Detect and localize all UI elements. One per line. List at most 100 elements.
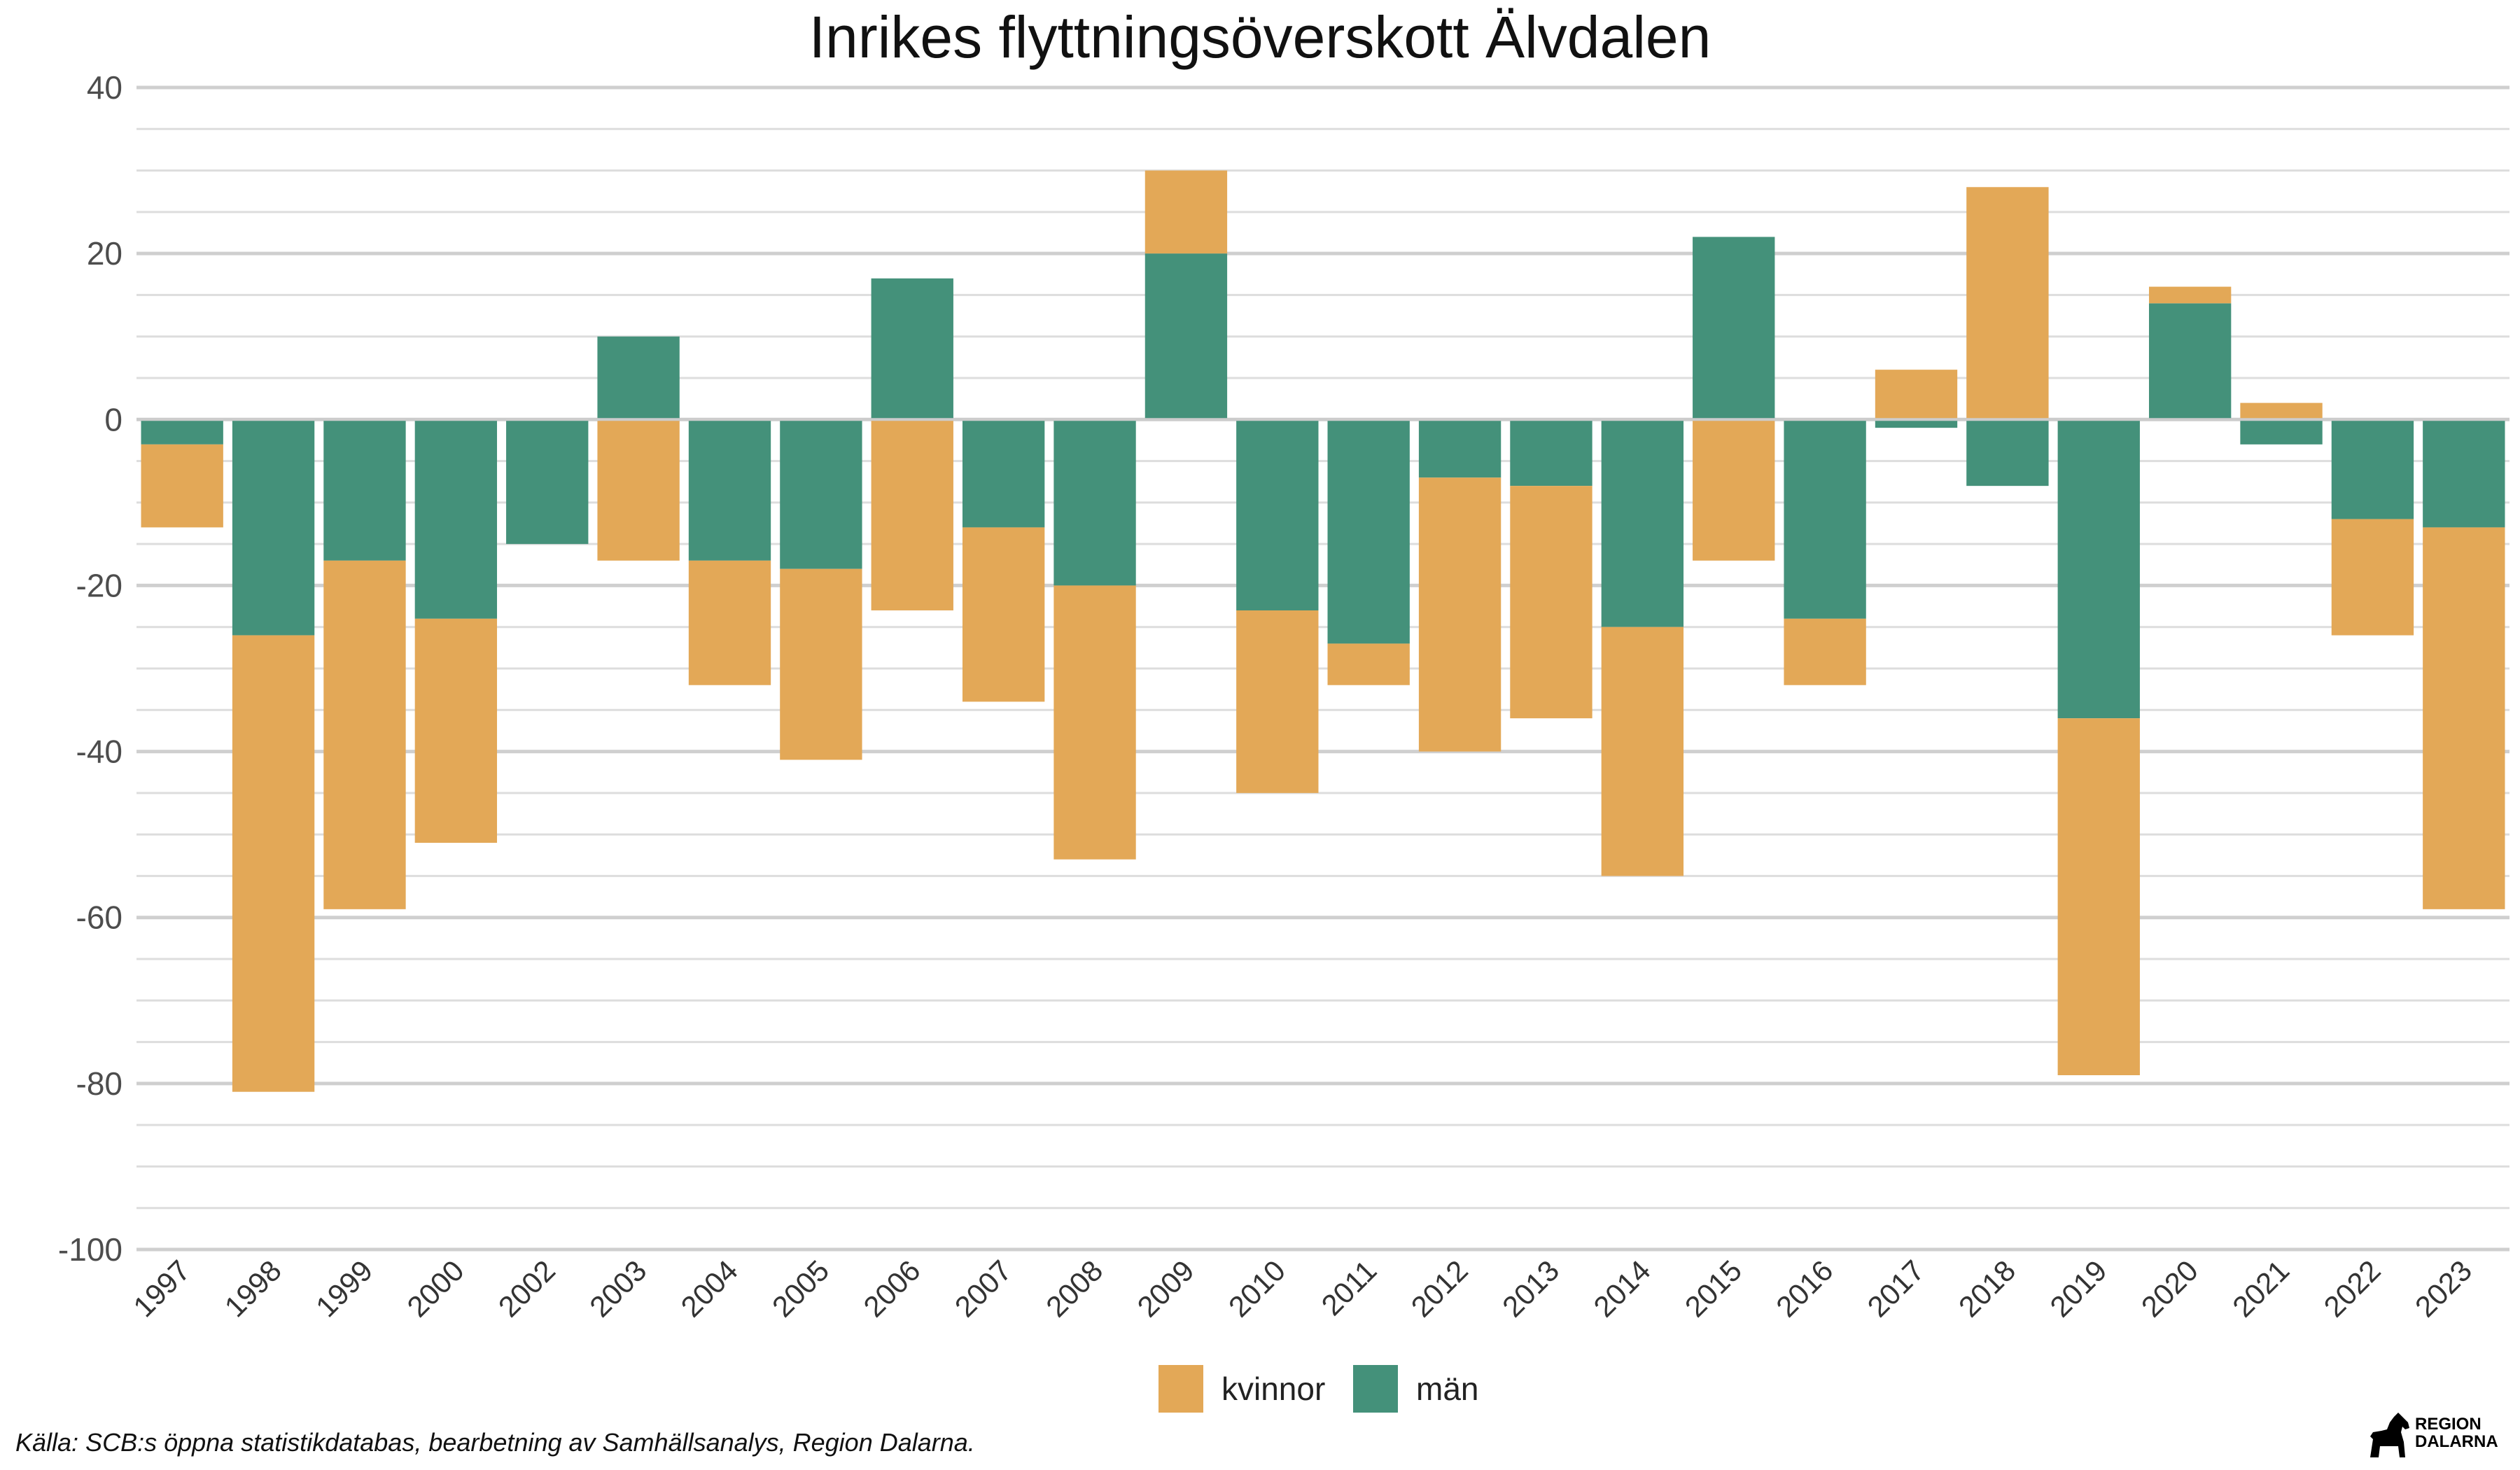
y-tick-label: -40	[76, 734, 122, 770]
bar-kvinnor-2022	[2331, 519, 2414, 636]
bar-kvinnor-2021	[2240, 402, 2323, 420]
x-tick-label: 2016	[1770, 1254, 1839, 1323]
bar-kvinnor-1997	[141, 444, 223, 528]
source-note: Källa: SCB:s öppna statistikdatabas, bea…	[15, 1428, 975, 1457]
logo-line2: DALARNA	[2415, 1432, 2498, 1451]
chart-title: Inrikes flyttningsöverskott Älvdalen	[809, 4, 1712, 70]
bar-kvinnor-2000	[414, 618, 498, 843]
x-tick-label: 2003	[583, 1254, 652, 1323]
x-tick-label: 2008	[1040, 1254, 1109, 1323]
bar-kvinnor-2013	[1510, 486, 1592, 719]
dala-horse-icon	[2370, 1413, 2409, 1457]
x-tick-label: 2005	[766, 1254, 835, 1323]
bar-man-2012	[1418, 419, 1502, 478]
y-tick-label: 20	[87, 235, 122, 272]
bar-man-1999	[323, 419, 406, 561]
bar-man-2022	[2331, 419, 2414, 519]
x-tick-label: 2007	[948, 1254, 1018, 1323]
bar-kvinnor-2010	[1236, 610, 1319, 793]
bar-kvinnor-2019	[2057, 718, 2140, 1075]
x-tick-label: 2021	[2226, 1254, 2295, 1323]
x-tick-label: 2017	[1861, 1254, 1931, 1323]
x-tick-label: 2022	[2317, 1254, 2386, 1323]
bar-man-2019	[2057, 419, 2140, 719]
x-tick-label: 2002	[492, 1254, 561, 1323]
bar-kvinnor-2014	[1601, 626, 1684, 876]
y-tick-label: -80	[76, 1065, 122, 1102]
bar-man-2018	[1966, 419, 2049, 486]
x-tick-label: 2015	[1679, 1254, 1748, 1323]
x-tick-label: 1998	[218, 1254, 288, 1323]
bar-kvinnor-2018	[1966, 187, 2049, 420]
bar-kvinnor-2011	[1327, 643, 1410, 685]
y-axis: 40 20 0 -20 -40 -60 -80 -100	[58, 69, 122, 1268]
bar-man-2023	[2423, 419, 2505, 528]
x-tick-label: 2011	[1315, 1254, 1382, 1322]
bar-kvinnor-2023	[2423, 527, 2505, 909]
bar-kvinnor-2012	[1418, 477, 1502, 752]
bar-kvinnor-2008	[1054, 585, 1136, 860]
legend-swatch-kvinnor	[1158, 1365, 1203, 1413]
x-tick-label: 2012	[1405, 1254, 1474, 1323]
x-tick-label: 2018	[1952, 1254, 2022, 1323]
x-tick-label: 2019	[2043, 1254, 2113, 1323]
bar-man-2003	[597, 336, 680, 420]
x-tick-label: 1997	[127, 1254, 196, 1323]
bar-man-2006	[871, 278, 953, 420]
bar-man-2016	[1784, 419, 1866, 619]
x-tick-label: 2000	[400, 1254, 470, 1323]
bar-man-2004	[688, 419, 771, 561]
x-tick-label: 2020	[2135, 1254, 2204, 1323]
bar-man-2015	[1693, 237, 1775, 420]
bar-kvinnor-2005	[780, 568, 862, 760]
bar-man-2008	[1054, 419, 1136, 586]
bar-man-2002	[506, 419, 589, 545]
bar-man-2010	[1236, 419, 1319, 610]
x-tick-label: 2014	[1587, 1254, 1656, 1323]
bar-kvinnor-1999	[323, 560, 406, 909]
bar-kvinnor-2007	[962, 527, 1045, 702]
y-tick-label: 40	[87, 69, 122, 106]
bar-kvinnor-2016	[1784, 618, 1866, 685]
bar-man-2021	[2240, 419, 2323, 444]
bar-man-2020	[2148, 303, 2232, 420]
x-tick-label: 2009	[1130, 1254, 1200, 1323]
bar-man-2000	[414, 419, 498, 619]
bar-man-2017	[1875, 419, 1958, 428]
bar-man-2011	[1327, 419, 1410, 644]
bar-kvinnor-2006	[871, 419, 953, 610]
bar-kvinnor-2009	[1144, 170, 1228, 254]
bar-kvinnor-2017	[1875, 370, 1958, 420]
bar-man-2014	[1601, 419, 1684, 627]
x-tick-label: 2010	[1222, 1254, 1292, 1323]
legend: kvinnor män	[1158, 1365, 1478, 1413]
x-tick-label: 2006	[857, 1254, 926, 1323]
y-tick-label: -60	[76, 899, 122, 936]
x-tick-label: 2004	[675, 1254, 744, 1323]
bar-man-2013	[1510, 419, 1592, 486]
bar-kvinnor-2003	[597, 419, 680, 561]
bar-kvinnor-2015	[1693, 419, 1775, 561]
bars	[141, 170, 2505, 1092]
legend-swatch-män	[1353, 1365, 1398, 1413]
legend-label-män: män	[1416, 1371, 1478, 1407]
bar-man-2009	[1144, 253, 1228, 420]
x-axis: 1997 1998 1999 2000 2002 2003 2004 2005 2006 2007…	[127, 1254, 2478, 1323]
y-tick-label: -20	[76, 567, 122, 603]
x-tick-label: 1999	[309, 1254, 379, 1323]
logo-line1: REGION	[2415, 1415, 2482, 1434]
bar-man-2007	[962, 419, 1045, 528]
bar-kvinnor-1998	[232, 635, 315, 1092]
bar-man-2005	[780, 419, 862, 569]
x-tick-label: 2013	[1496, 1254, 1565, 1323]
region-dalarna-logo: REGION DALARNA	[2366, 1407, 2510, 1463]
y-tick-label: 0	[104, 401, 122, 438]
y-tick-label: -100	[58, 1231, 122, 1268]
bar-man-1997	[141, 419, 223, 444]
legend-label-kvinnor: kvinnor	[1222, 1371, 1325, 1407]
bar-kvinnor-2020	[2148, 286, 2232, 304]
bar-kvinnor-2004	[688, 560, 771, 685]
bar-man-1998	[232, 419, 315, 636]
x-tick-label: 2023	[2409, 1254, 2478, 1323]
